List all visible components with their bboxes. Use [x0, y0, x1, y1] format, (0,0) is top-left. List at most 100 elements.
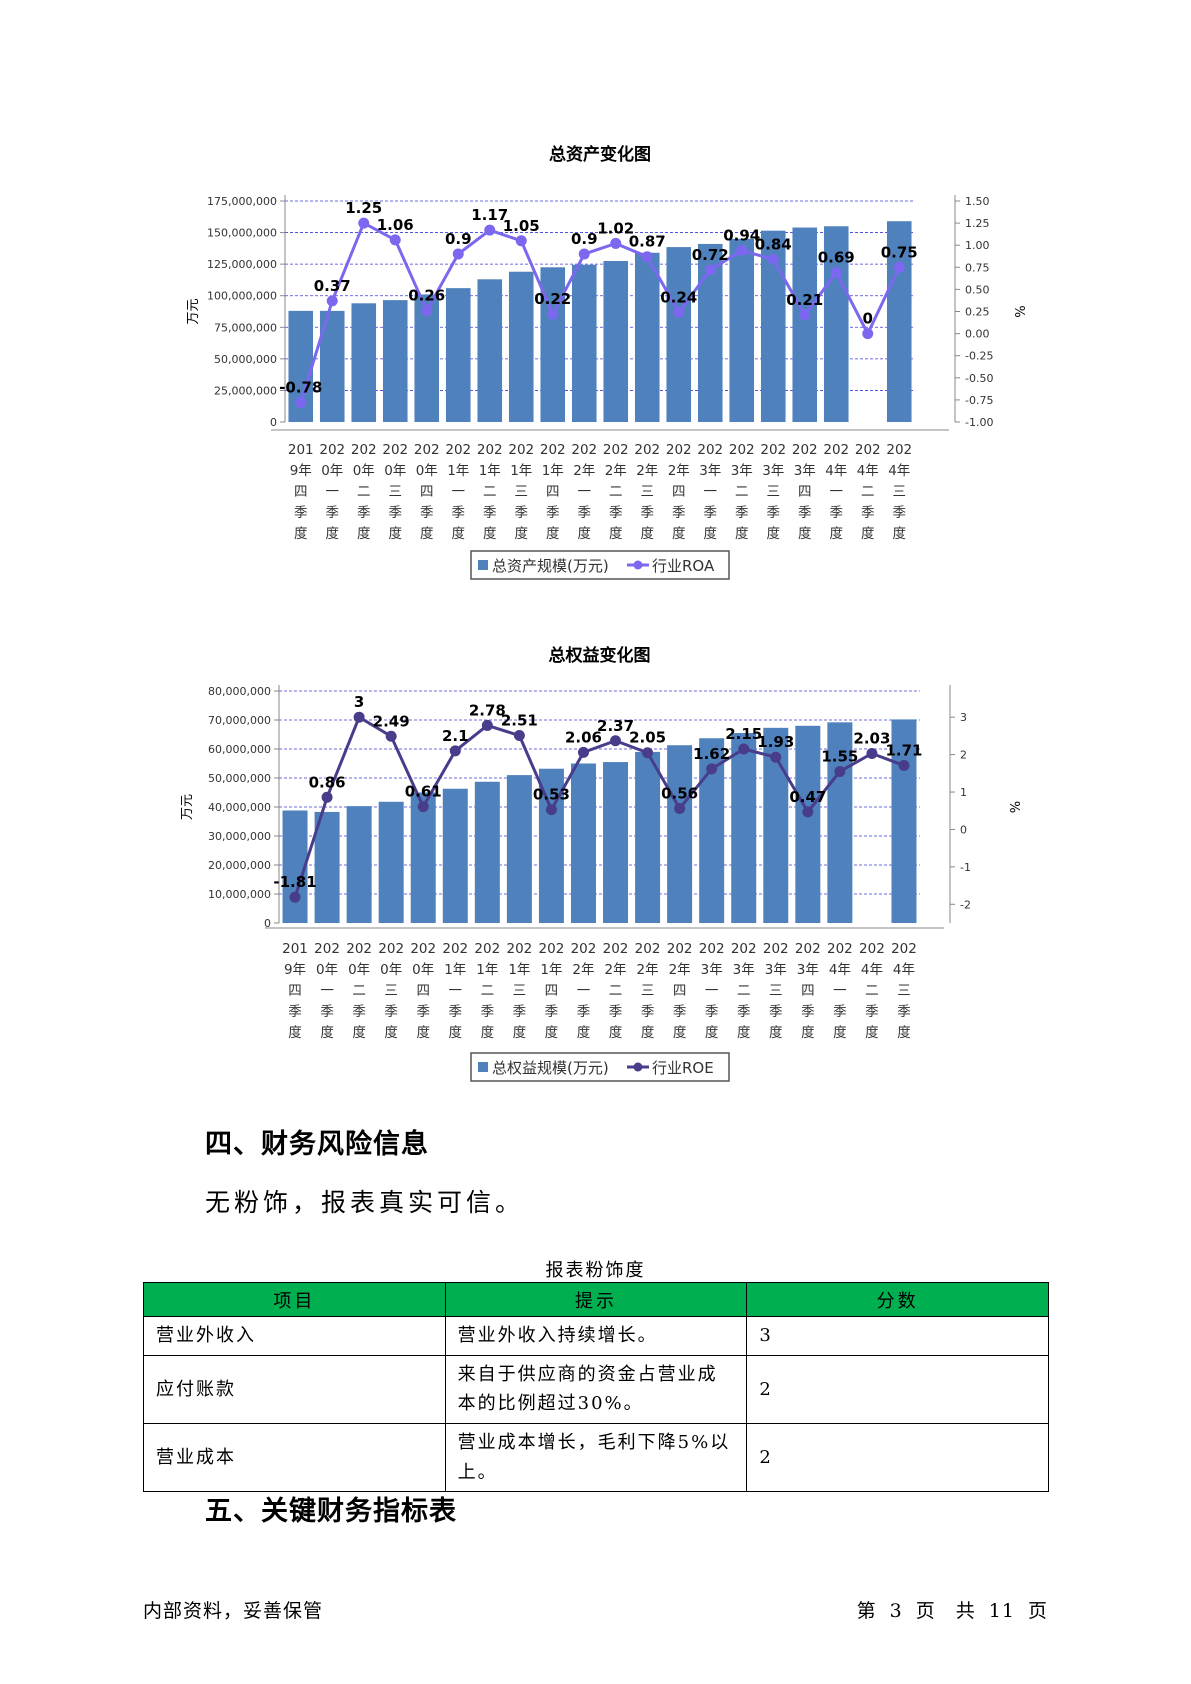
x-tick-label: 季 — [861, 505, 875, 521]
x-tick-label: 季 — [673, 1004, 687, 1020]
legend-line-marker — [633, 560, 643, 570]
y-tick-label: 70,000,000 — [208, 714, 271, 727]
y2-tick-label: -0.50 — [965, 372, 993, 385]
bar — [571, 264, 597, 422]
x-tick-label: 4年 — [857, 463, 879, 479]
x-tick-label: 度 — [420, 526, 434, 542]
x-tick-label: 202 — [540, 442, 566, 458]
x-tick-label: 四 — [420, 484, 434, 500]
x-tick-label: 3年 — [797, 962, 819, 978]
data-point — [770, 751, 782, 763]
y-tick-label: 150,000,000 — [207, 227, 277, 240]
x-tick-label: 202 — [382, 442, 408, 458]
cell-score: 3 — [746, 1316, 1049, 1356]
x-tick-label: 四 — [288, 983, 302, 999]
x-tick-label: 3年 — [731, 463, 753, 479]
x-tick-label: 度 — [861, 526, 875, 542]
data-label: 0.94 — [723, 227, 760, 245]
data-point — [642, 747, 654, 759]
bar — [570, 763, 596, 923]
x-tick-label: 一 — [452, 484, 466, 500]
data-label: 0 — [863, 310, 873, 328]
x-tick-label: 四 — [673, 983, 687, 999]
data-label: 0.9 — [445, 230, 472, 248]
x-tick-label: 202 — [539, 941, 565, 957]
x-tick-label: 季 — [515, 505, 529, 521]
data-point — [577, 746, 589, 758]
x-tick-label: 0年 — [353, 463, 375, 479]
data-label: 0.87 — [629, 233, 666, 251]
bar — [508, 271, 534, 422]
x-tick-label: 季 — [704, 505, 718, 521]
x-tick-label: 202 — [634, 442, 660, 458]
x-tick-label: 季 — [641, 1004, 655, 1020]
x-tick-label: 季 — [705, 1004, 719, 1020]
x-tick-label: 202 — [763, 941, 789, 957]
data-label: 2.1 — [442, 727, 469, 745]
x-tick-label: 度 — [673, 1025, 687, 1041]
y-tick-label: 125,000,000 — [207, 258, 277, 271]
x-tick-label: 度 — [416, 1025, 430, 1041]
data-point — [736, 245, 748, 257]
y2-tick-label: 0.25 — [965, 306, 990, 319]
table-header-row: 项目 提示 分数 — [143, 1282, 1049, 1317]
bar — [445, 288, 471, 422]
x-tick-label: 四 — [546, 484, 560, 500]
y-tick-label: 0 — [270, 416, 277, 429]
chart-title: 总权益变化图 — [549, 645, 651, 666]
x-tick-label: 度 — [897, 1025, 911, 1041]
y2-axis-title: % — [1011, 305, 1026, 317]
x-tick-label: 202 — [667, 941, 693, 957]
x-tick-label: 一 — [578, 484, 592, 500]
table-row: 应付账款 来自于供应商的资金占营业成本的比例超过30%。 2 — [143, 1354, 1049, 1425]
data-point — [578, 248, 590, 260]
x-tick-label: 度 — [609, 1025, 623, 1041]
x-tick-label: 3年 — [762, 463, 784, 479]
x-tick-label: 三 — [513, 983, 527, 999]
total-equity-chart-svg: 总权益变化图 80,000,000 70,000,000 60,000,000 50,0… — [180, 645, 1021, 1082]
y2-tick-label: 3 — [960, 711, 967, 724]
x-tick-label: 3年 — [733, 962, 755, 978]
table-row: 营业外收入 营业外收入持续增长。 3 — [143, 1316, 1049, 1356]
x-tick-label: 季 — [320, 1004, 334, 1020]
bar — [729, 238, 755, 422]
x-tick-label: 二 — [609, 484, 623, 500]
data-point — [289, 891, 301, 903]
chart-title: 总资产变化图 — [549, 144, 651, 165]
y2-tick-label: 1.00 — [965, 239, 990, 252]
x-tick-label: 季 — [672, 505, 686, 521]
bar — [603, 260, 629, 422]
y-tick-label: 75,000,000 — [214, 321, 277, 334]
y2-tick-label: 1 — [960, 786, 967, 799]
x-tick-label: 季 — [897, 1004, 911, 1020]
x-tick-label: 季 — [641, 505, 655, 521]
x-tick-label: 度 — [294, 526, 308, 542]
x-tick-label: 2年 — [604, 962, 626, 978]
data-point — [610, 237, 622, 249]
y2-tick-label: 2 — [960, 749, 967, 762]
y2-axis-title: % — [1006, 801, 1021, 813]
x-tick-label: 0年 — [348, 962, 370, 978]
x-tick-label: 202 — [729, 442, 755, 458]
data-point — [799, 309, 811, 321]
bar — [795, 725, 821, 923]
data-point — [738, 743, 750, 755]
data-label: 3 — [354, 693, 364, 711]
y-tick-label: 30,000,000 — [208, 830, 271, 843]
data-label: 1.02 — [597, 219, 634, 237]
bar — [506, 775, 532, 923]
x-tick-label: 度 — [672, 526, 686, 542]
x-tick-label: 202 — [603, 442, 629, 458]
data-label: 2.51 — [501, 712, 538, 730]
x-tick-label: 度 — [449, 1025, 463, 1041]
legend-line-marker — [633, 1062, 643, 1072]
data-label: 0.56 — [661, 784, 698, 802]
data-point — [321, 791, 333, 803]
x-tick-label: 1年 — [447, 463, 469, 479]
x-tick-label: 度 — [481, 1025, 495, 1041]
x-tick-label: 202 — [378, 941, 404, 957]
x-tick-label: 一 — [705, 983, 719, 999]
x-tick-label: 季 — [769, 1004, 783, 1020]
data-label: 1.17 — [471, 206, 508, 224]
bar — [314, 811, 340, 923]
